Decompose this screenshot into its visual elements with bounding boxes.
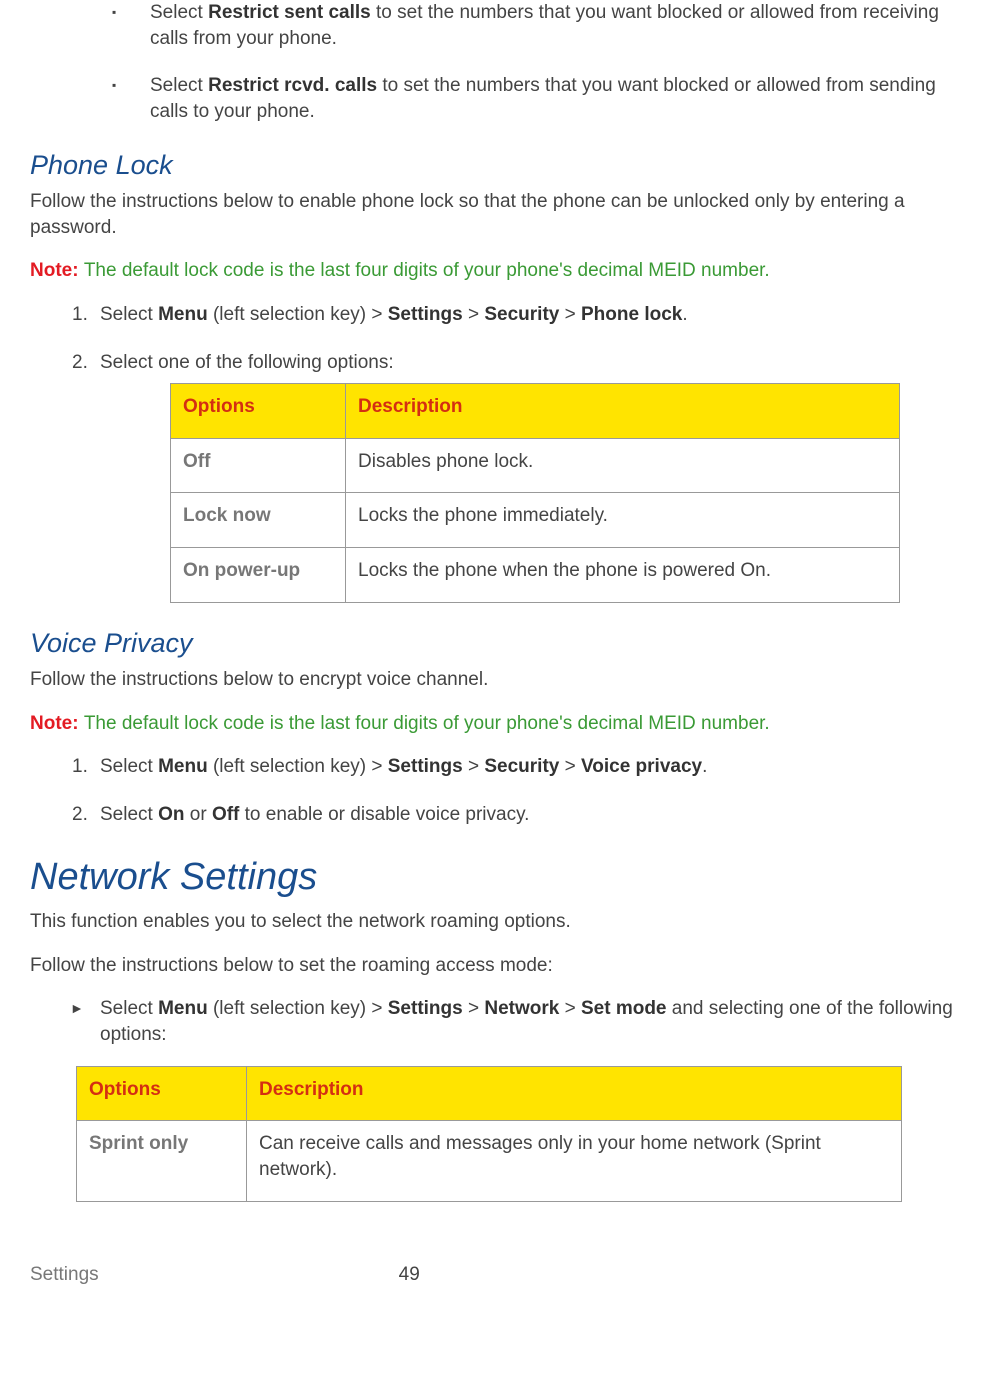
note-label: Note: [30, 260, 84, 281]
option-cell: On power-up [171, 548, 346, 603]
text: Select [150, 75, 208, 96]
text: > [559, 304, 581, 325]
phone-lock-steps: Select Menu (left selection key) > Setti… [30, 302, 957, 603]
description-cell: Locks the phone when the phone is powere… [346, 548, 900, 603]
phone-lock-note: Note: The default lock code is the last … [30, 258, 957, 284]
text: or [184, 804, 211, 825]
network-settings-steps: Select Menu (left selection key) > Setti… [30, 996, 957, 1047]
table-row: Lock now Locks the phone immediately. [171, 493, 900, 548]
column-header: Options [77, 1066, 247, 1121]
description-cell: Locks the phone immediately. [346, 493, 900, 548]
phone-lock-options-table: Options Description Off Disables phone l… [170, 383, 900, 603]
bold-text: Menu [158, 304, 208, 325]
note-body: The default lock code is the last four d… [84, 713, 770, 734]
list-item: Select Menu (left selection key) > Setti… [100, 996, 957, 1047]
phone-lock-intro: Follow the instructions below to enable … [30, 189, 957, 240]
description-cell: Disables phone lock. [346, 438, 900, 493]
list-item: Select Menu (left selection key) > Setti… [100, 754, 957, 780]
network-settings-intro1: This function enables you to select the … [30, 909, 957, 935]
bold-text: Off [212, 804, 239, 825]
footer-section: Settings [30, 1262, 99, 1288]
text: > [559, 756, 581, 777]
table-header-row: Options Description [77, 1066, 902, 1121]
note-body: The default lock code is the last four d… [84, 260, 770, 281]
voice-privacy-steps: Select Menu (left selection key) > Setti… [30, 754, 957, 827]
bold-text: On [158, 804, 184, 825]
list-item: Select On or Off to enable or disable vo… [100, 802, 957, 828]
note-label: Note: [30, 713, 84, 734]
bold-text: Menu [158, 998, 208, 1019]
bold-text: Settings [388, 304, 463, 325]
bold-text: Restrict sent calls [208, 2, 371, 23]
bold-text: Phone lock [581, 304, 682, 325]
list-item: Select Menu (left selection key) > Setti… [100, 302, 957, 328]
bold-text: Restrict rcvd. calls [208, 75, 377, 96]
text: Select [150, 2, 208, 23]
phone-lock-heading: Phone Lock [30, 147, 957, 183]
text: > [463, 304, 485, 325]
restrict-calls-list: Select Restrict sent calls to set the nu… [30, 0, 957, 125]
bold-text: Settings [388, 756, 463, 777]
list-item: Select Restrict sent calls to set the nu… [130, 0, 957, 51]
option-cell: Off [171, 438, 346, 493]
option-cell: Lock now [171, 493, 346, 548]
text: Select [100, 998, 158, 1019]
footer-page-number: 49 [399, 1262, 420, 1288]
text: . [682, 304, 687, 325]
network-options-table: Options Description Sprint only Can rece… [76, 1066, 902, 1202]
text: Select [100, 756, 158, 777]
text: to enable or disable voice privacy. [239, 804, 529, 825]
bold-text: Set mode [581, 998, 667, 1019]
text: > [463, 756, 485, 777]
text: (left selection key) > [208, 304, 388, 325]
bold-text: Voice privacy [581, 756, 702, 777]
text: . [702, 756, 707, 777]
page-footer: Settings 49 [30, 1262, 957, 1288]
text: > [559, 998, 581, 1019]
bold-text: Security [484, 304, 559, 325]
table-row: Sprint only Can receive calls and messag… [77, 1121, 902, 1201]
voice-privacy-heading: Voice Privacy [30, 625, 957, 661]
text: Select [100, 304, 158, 325]
text: > [463, 998, 485, 1019]
text: (left selection key) > [208, 756, 388, 777]
bold-text: Settings [388, 998, 463, 1019]
list-item: Select one of the following options: Opt… [100, 350, 957, 603]
table-header-row: Options Description [171, 384, 900, 439]
option-cell: Sprint only [77, 1121, 247, 1201]
bold-text: Menu [158, 756, 208, 777]
column-header: Options [171, 384, 346, 439]
table-row: Off Disables phone lock. [171, 438, 900, 493]
text: Select [100, 804, 158, 825]
description-cell: Can receive calls and messages only in y… [247, 1121, 902, 1201]
list-item: Select Restrict rcvd. calls to set the n… [130, 73, 957, 124]
bold-text: Security [484, 756, 559, 777]
voice-privacy-note: Note: The default lock code is the last … [30, 711, 957, 737]
text: Select one of the following options: [100, 352, 394, 373]
bold-text: Network [484, 998, 559, 1019]
column-header: Description [247, 1066, 902, 1121]
network-settings-intro2: Follow the instructions below to set the… [30, 953, 957, 979]
network-settings-heading: Network Settings [30, 852, 957, 903]
voice-privacy-intro: Follow the instructions below to encrypt… [30, 667, 957, 693]
column-header: Description [346, 384, 900, 439]
table-row: On power-up Locks the phone when the pho… [171, 548, 900, 603]
text: (left selection key) > [208, 998, 388, 1019]
